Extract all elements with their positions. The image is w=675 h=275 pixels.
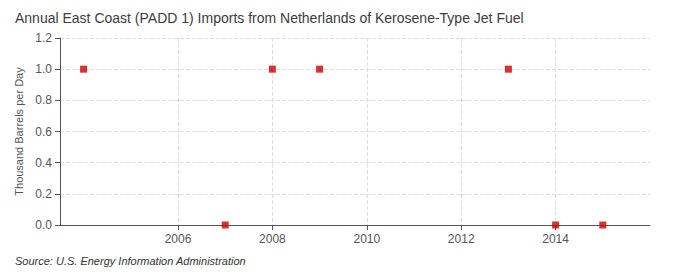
svg-text:0.2: 0.2 — [35, 187, 52, 201]
svg-text:2008: 2008 — [259, 232, 286, 246]
svg-text:0.6: 0.6 — [35, 125, 52, 139]
svg-text:2012: 2012 — [448, 232, 475, 246]
svg-text:Source: U.S. Energy Informatio: Source: U.S. Energy Information Administ… — [15, 255, 246, 267]
svg-text:0.4: 0.4 — [35, 156, 52, 170]
svg-text:1.0: 1.0 — [35, 62, 52, 76]
svg-text:2014: 2014 — [542, 232, 569, 246]
svg-text:Thousand Barrels per Day: Thousand Barrels per Day — [13, 67, 25, 196]
svg-text:0.0: 0.0 — [35, 218, 52, 232]
svg-text:2006: 2006 — [165, 232, 192, 246]
svg-text:0.8: 0.8 — [35, 93, 52, 107]
svg-text:1.2: 1.2 — [35, 31, 52, 45]
svg-text:Annual East Coast (PADD 1) Imp: Annual East Coast (PADD 1) Imports from … — [15, 10, 524, 26]
svg-text:2010: 2010 — [353, 232, 380, 246]
